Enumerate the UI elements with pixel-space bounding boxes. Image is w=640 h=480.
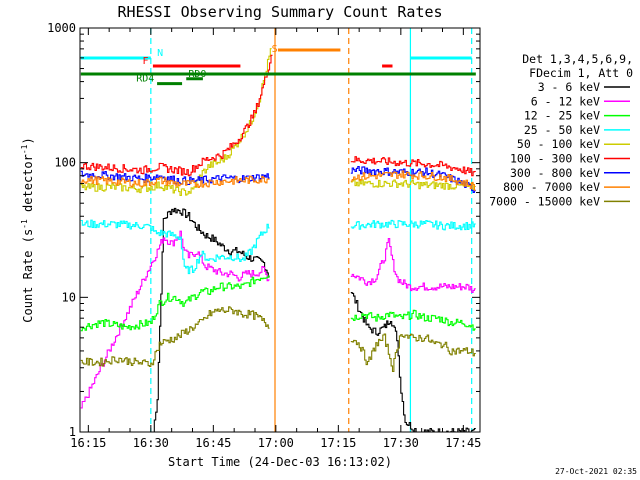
y-tick-label: 10 — [62, 290, 76, 304]
series-line — [80, 306, 270, 367]
legend-entry-label: 7000 - 15000 keV — [489, 194, 600, 208]
y-tick-label: 1000 — [47, 21, 76, 35]
series-line — [80, 230, 270, 409]
y-label-part: Count Rate (s — [21, 229, 35, 323]
x-axis: 16:15 16:30 16:45 17:00 17:15 17:30 17:45 — [70, 28, 481, 450]
x-axis-label: Start Time (24-Dec-03 16:13:02) — [168, 455, 392, 469]
legend-entry-label: 50 - 100 keV — [517, 137, 600, 151]
legend-entry-label: 6 - 12 keV — [531, 94, 600, 108]
legend-entry-label: 3 - 6 keV — [538, 80, 600, 94]
series-line — [350, 179, 476, 191]
legend-header-line: Det 1,3,4,5,6,9, — [522, 52, 633, 66]
legend-entry-label: 12 - 25 keV — [524, 109, 600, 123]
series-line — [80, 54, 273, 177]
series-line — [350, 309, 476, 331]
chart-title: RHESSI Observing Summary Count Rates — [117, 3, 442, 21]
series-line — [350, 238, 476, 293]
flag-label: RD4 — [136, 74, 154, 85]
x-tick-label: 16:45 — [195, 436, 231, 450]
x-tick-label: 16:30 — [133, 436, 169, 450]
legend: Det 1,3,4,5,6,9, FDecim 1, Att 0 3 - 6 k… — [489, 52, 633, 208]
plot-frame — [79, 27, 481, 433]
y-tick-label: 100 — [54, 156, 76, 170]
x-tick-label: 16:15 — [70, 436, 106, 450]
series-line — [350, 333, 476, 373]
legend-entry-label: 25 - 50 keV — [524, 123, 600, 137]
y-axis-label: Count Rate (s-1 detector-1) — [20, 137, 35, 322]
y-label-part: ) — [21, 137, 35, 144]
x-tick-label: 17:00 — [258, 436, 294, 450]
series-line — [80, 48, 272, 197]
y-label-part: detector — [21, 154, 35, 219]
y-label-sup: -1 — [20, 219, 29, 229]
x-tick-label: 17:15 — [320, 436, 356, 450]
legend-entry-label: 800 - 7000 keV — [503, 180, 600, 194]
x-tick-label: 17:45 — [445, 436, 481, 450]
y-tick-label: 1 — [69, 425, 76, 439]
series-line — [152, 207, 270, 433]
series-line — [80, 275, 270, 332]
series-line — [350, 156, 476, 177]
legend-entry-label: 100 - 300 keV — [510, 152, 600, 166]
flag-label: F — [143, 56, 149, 67]
plot-area: N S F RD0 RD4 — [80, 28, 476, 433]
series-line — [350, 170, 476, 191]
series-line — [350, 165, 476, 193]
flag-label: N — [157, 48, 163, 59]
series-line — [350, 219, 476, 231]
flag-label: S — [272, 44, 278, 55]
y-axis: 1 10 100 1000 — [47, 21, 480, 439]
legend-header-line: FDecim 1, Att 0 — [529, 66, 633, 80]
series-line — [80, 175, 270, 189]
legend-entry-label: 300 - 800 keV — [510, 166, 600, 180]
flag-label: RD0 — [188, 69, 206, 80]
x-tick-label: 17:30 — [383, 436, 419, 450]
footer-timestamp: 27-Oct-2021 02:35 — [555, 467, 637, 476]
series-line — [80, 219, 270, 275]
y-label-sup: -1 — [20, 144, 29, 154]
